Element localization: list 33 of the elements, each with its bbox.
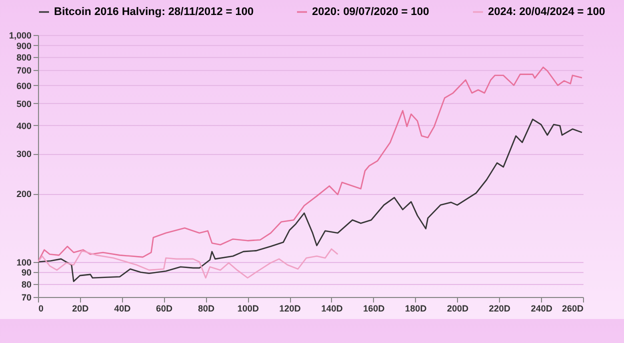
- y-tick-label: 800: [16, 52, 32, 62]
- y-tick-label: 500: [16, 98, 32, 109]
- x-tick-label: 240D: [530, 304, 553, 314]
- x-tick-label: 20D: [72, 304, 90, 314]
- x-tick-label: 80D: [198, 304, 215, 314]
- x-tick-label: 0: [38, 304, 44, 314]
- x-tick-label: 120D: [279, 304, 302, 314]
- y-tick-label: 300: [16, 149, 32, 160]
- y-tick-label: 900: [16, 40, 32, 51]
- line-series: [38, 66, 583, 263]
- y-tick-label: 100: [16, 257, 32, 268]
- x-tick-label: 60D: [156, 304, 174, 314]
- y-tick-label: 400: [16, 120, 32, 131]
- y-tick-label: 200: [16, 189, 32, 200]
- y-tick-label: 70: [21, 292, 32, 302]
- legend-label: 2024: 20/04/2024 = 100: [488, 6, 606, 18]
- legend-label: Bitcoin 2016 Halving: 28/11/2012 = 100: [54, 6, 254, 18]
- x-tick-label: 220D: [488, 304, 511, 314]
- y-tick-label: 600: [16, 80, 32, 91]
- y-tick-label: 90: [21, 268, 32, 278]
- x-tick-label: 140D: [321, 304, 344, 314]
- x-tick-label: 100D: [237, 304, 260, 314]
- y-tick-label: 80: [21, 279, 32, 290]
- x-tick-label: 260D: [562, 304, 584, 314]
- x-tick-label: 180D: [405, 304, 428, 314]
- line-series: [38, 118, 583, 282]
- line-series: [38, 248, 338, 279]
- legend-label: 2020: 09/07/2020 = 100: [312, 6, 430, 18]
- x-tick-label: 200D: [446, 304, 469, 314]
- y-tick-label: 700: [16, 66, 32, 76]
- x-tick-label: 160D: [363, 304, 386, 314]
- y-tick-label: 1,000: [8, 30, 32, 40]
- x-tick-label: 40D: [114, 304, 132, 314]
